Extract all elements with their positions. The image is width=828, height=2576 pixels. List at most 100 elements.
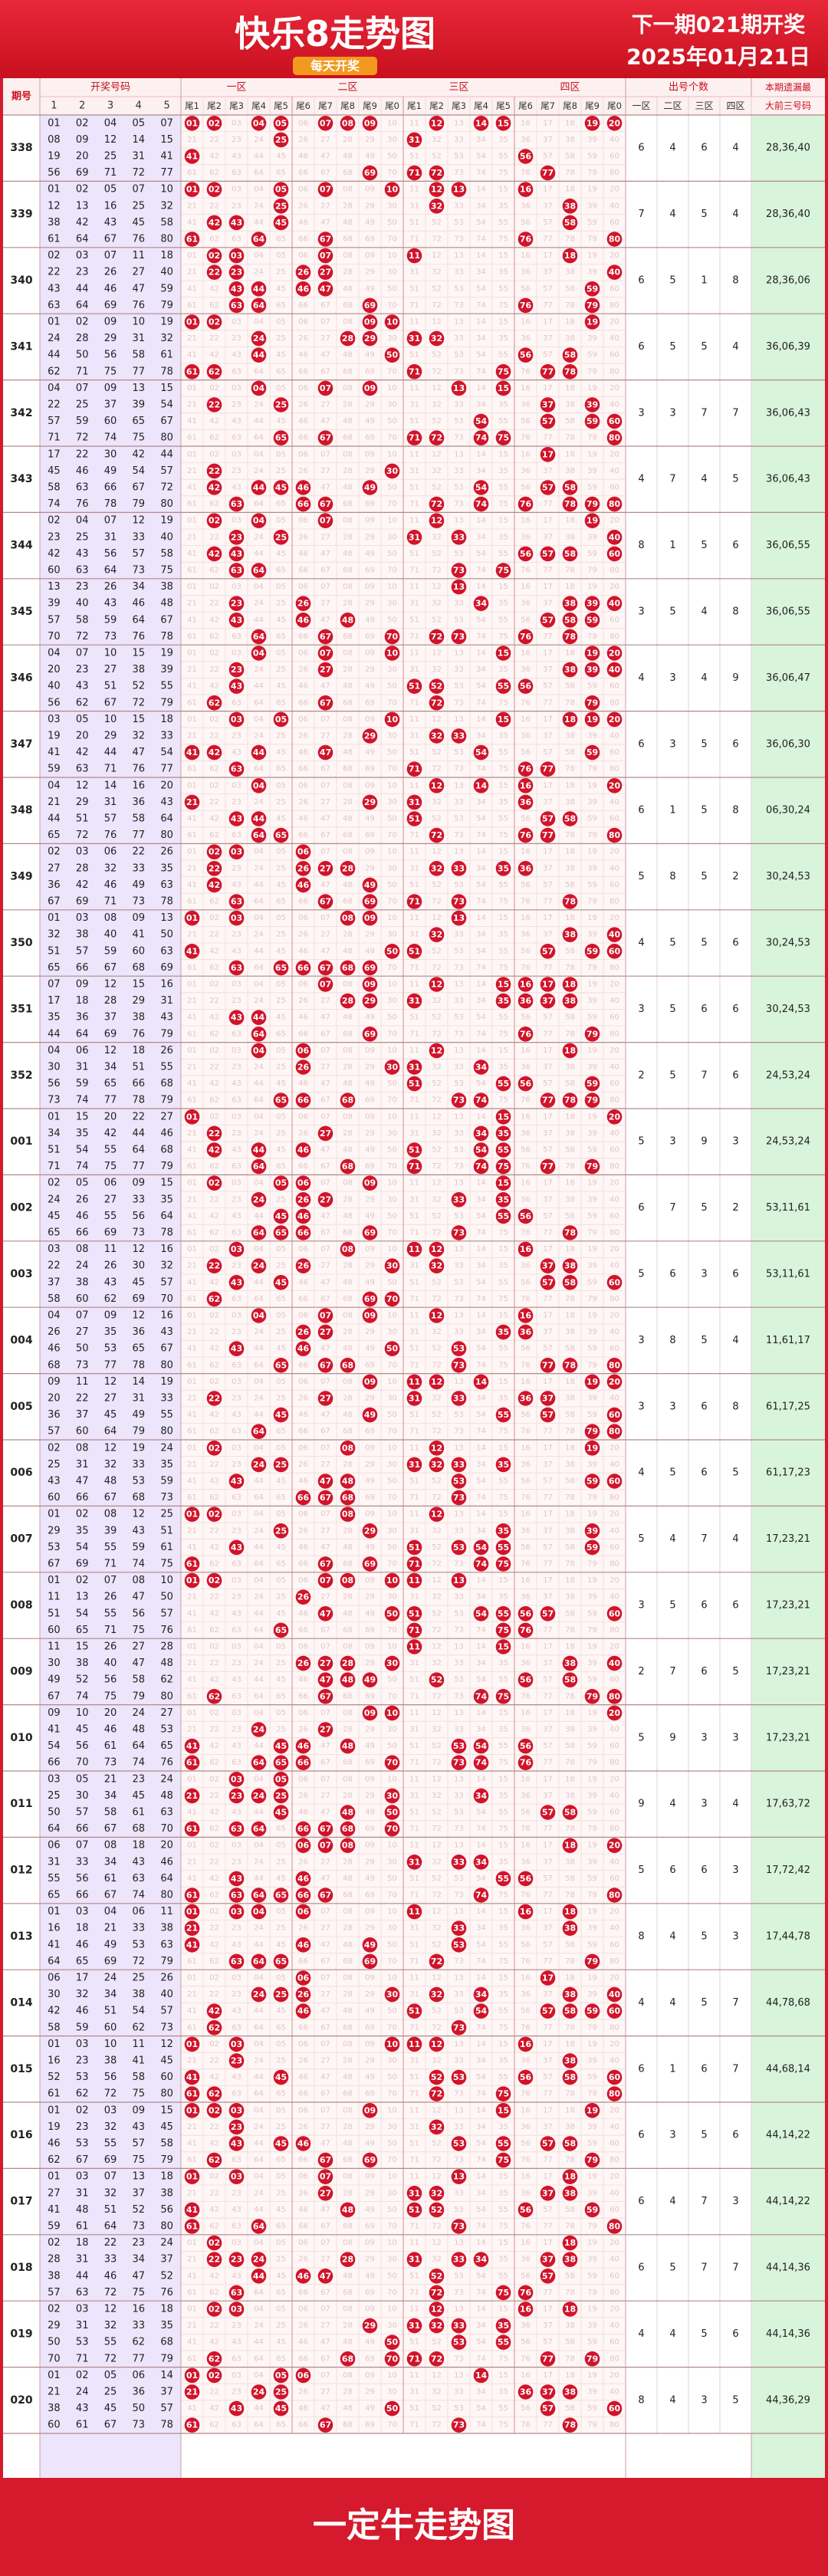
- cell-number: 33: [454, 1526, 464, 1535]
- cell-number: 05: [276, 1842, 286, 1850]
- cell-number: 01: [187, 384, 197, 393]
- draw-number: 79: [133, 1426, 146, 1438]
- ball-number: 09: [364, 118, 376, 128]
- cell-number: 44: [254, 550, 264, 558]
- cell-number: 53: [454, 2272, 464, 2280]
- cell-number: 33: [454, 2123, 464, 2131]
- draw-number: 05: [104, 2370, 117, 2381]
- cell-number: 39: [587, 732, 597, 741]
- cell-number: 44: [254, 1809, 264, 1817]
- cell-number: 57: [543, 1079, 553, 1088]
- draw-number: 62: [133, 2022, 146, 2033]
- cell-number: 32: [432, 1328, 442, 1336]
- cell-number: 61: [187, 301, 197, 310]
- cell-number: 51: [409, 153, 419, 161]
- ball: [495, 364, 511, 380]
- cell-number: 80: [610, 2421, 619, 2430]
- cell-number: 36: [521, 1460, 531, 1469]
- cell-number: 30: [387, 864, 397, 872]
- max-missing: 30,24,53: [766, 938, 810, 949]
- cell-number: 60: [610, 616, 619, 624]
- cell-number: 70: [387, 2223, 397, 2231]
- ball-number: 32: [431, 1990, 442, 1999]
- tail-label: 尾7: [318, 100, 333, 111]
- ball-number: 34: [475, 1129, 488, 1138]
- ball: [251, 480, 267, 495]
- period: 016: [10, 2129, 32, 2141]
- cell-number: 62: [209, 1957, 219, 1966]
- cell-number: 44: [254, 881, 264, 889]
- cell-number: 02: [209, 715, 219, 724]
- cell-number: 69: [365, 1891, 375, 1900]
- ball-number: 10: [386, 649, 399, 659]
- zone-count: 9: [638, 1799, 644, 1810]
- cell-number: 40: [610, 1129, 619, 1138]
- ball-number: 33: [453, 1460, 465, 1470]
- cell-number: 78: [565, 1891, 575, 1900]
- draw-number: 45: [160, 2055, 173, 2067]
- cell-number: 24: [254, 1659, 264, 1668]
- ball-number: 72: [431, 433, 442, 443]
- zone-count: 4: [638, 2328, 644, 2340]
- draw-number: 40: [160, 1989, 173, 2000]
- draw-number: 43: [76, 2403, 89, 2414]
- cell-number: 37: [543, 1526, 553, 1535]
- cell-number: 45: [276, 2272, 286, 2280]
- cell-number: 14: [476, 649, 486, 658]
- cell-number: 56: [521, 881, 531, 889]
- ball-number: 71: [409, 433, 420, 443]
- ball-number: 55: [498, 682, 509, 692]
- ball-number: 05: [275, 1774, 287, 1784]
- cell-number: 17: [543, 1907, 553, 1916]
- cell-number: 65: [276, 1030, 286, 1038]
- ball-number: 78: [564, 1228, 576, 1238]
- cell-number: 24: [254, 665, 264, 674]
- draw-number: 15: [160, 1178, 173, 1189]
- cell-number: 06: [298, 715, 308, 724]
- cell-number: 28: [343, 533, 353, 541]
- title: 快乐8走势图: [235, 13, 435, 54]
- cell-number: 55: [498, 219, 508, 227]
- cell-number: 60: [610, 1809, 619, 1817]
- draw-number: 63: [160, 945, 173, 957]
- draw-number: 39: [133, 399, 146, 411]
- ball: [251, 563, 267, 578]
- ball-number: 22: [209, 466, 220, 476]
- cell-number: 55: [498, 616, 508, 624]
- cell-number: 43: [232, 351, 242, 360]
- cell-number: 78: [565, 1692, 575, 1700]
- cell-number: 11: [409, 1046, 419, 1055]
- cell-number: 63: [232, 698, 242, 707]
- cell-number: 66: [298, 235, 308, 244]
- cell-number: 12: [432, 1112, 442, 1121]
- cell-number: 57: [543, 881, 553, 889]
- cell-number: 06: [298, 981, 308, 989]
- cell-number: 49: [365, 219, 375, 227]
- cell-number: 17: [543, 914, 553, 922]
- draw-number: 45: [48, 1211, 61, 1222]
- cell-number: 71: [409, 1692, 419, 1700]
- cell-number: 51: [409, 550, 419, 558]
- cell-number: 71: [409, 698, 419, 707]
- draw-number: 75: [104, 1161, 117, 1172]
- cell-number: 35: [498, 1659, 508, 1668]
- cell-number: 21: [187, 2123, 197, 2131]
- cell-number: 38: [565, 1593, 575, 1602]
- cell-number: 29: [365, 401, 375, 409]
- cell-number: 65: [276, 2090, 286, 2098]
- cell-number: 10: [387, 1842, 397, 1850]
- draw-number: 37: [133, 2187, 146, 2199]
- cell-number: 62: [209, 831, 219, 840]
- cell-number: 65: [276, 2156, 286, 2164]
- draw-number: 06: [104, 846, 117, 858]
- cell-number: 52: [432, 1411, 442, 1419]
- cell-number: 17: [543, 1378, 553, 1386]
- ball-number: 73: [453, 897, 465, 907]
- cell-number: 43: [232, 947, 242, 955]
- cell-number: 12: [432, 914, 442, 922]
- draw-number: 78: [133, 1095, 146, 1106]
- cell-number: 80: [610, 698, 619, 707]
- cell-number: 01: [187, 2239, 197, 2247]
- draw-number: 76: [133, 764, 146, 775]
- cell-number: 29: [365, 1924, 375, 1933]
